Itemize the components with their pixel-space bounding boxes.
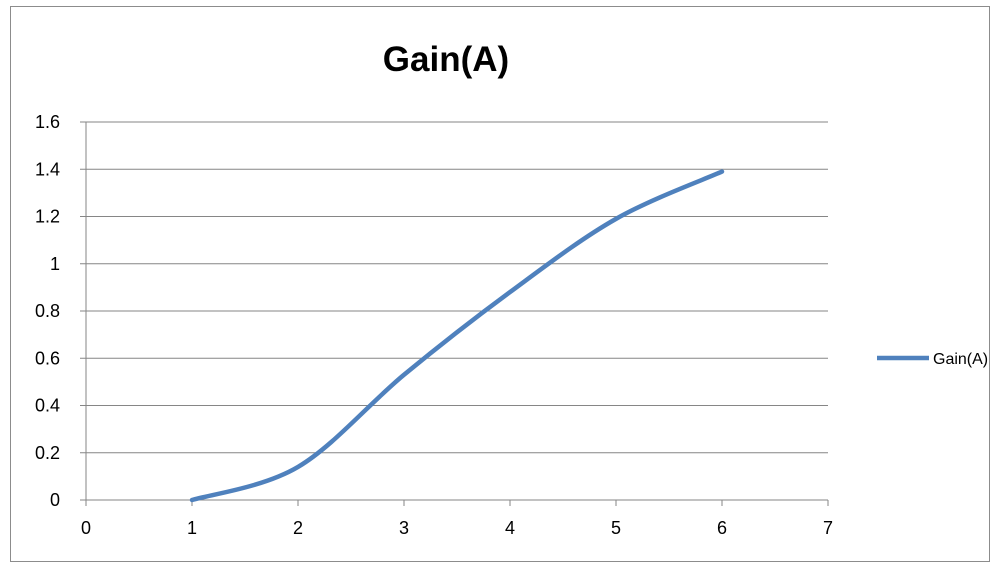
x-tick-label: 6: [717, 518, 727, 538]
chart-title: Gain(A): [383, 40, 509, 79]
y-tick-label: 0.6: [35, 348, 60, 368]
gridlines: [80, 121, 828, 501]
y-tick-label: 0.4: [35, 396, 60, 416]
y-tick-label: 1: [50, 254, 60, 274]
y-tick-label: 1.2: [35, 207, 60, 227]
y-tick-label: 0.2: [35, 443, 60, 463]
y-tick-label: 0: [50, 490, 60, 510]
y-tick-label: 1.6: [35, 112, 60, 132]
legend: Gain(A): [877, 351, 988, 368]
series-lines: [189, 169, 725, 503]
x-tick-label: 2: [293, 518, 303, 538]
axes: [85, 122, 829, 506]
chart-area: Gain(A) 0 0.2 0.4 0.6 0.8 1 1.2 1.4 1.6 0 1 2 3 4 5 6 7…: [10, 6, 990, 562]
y-axis-ticks: 0 0.2 0.4 0.6 0.8 1 1.2 1.4 1.6: [35, 112, 60, 510]
x-tick-label: 3: [399, 518, 409, 538]
x-tick-label: 0: [81, 518, 91, 538]
y-tick-label: 0.8: [35, 301, 60, 321]
x-tick-label: 4: [505, 518, 515, 538]
series-line: [189, 169, 725, 503]
x-tick-label: 7: [823, 518, 833, 538]
y-tick-label: 1.4: [35, 159, 60, 179]
x-axis-ticks: 0 1 2 3 4 5 6 7: [81, 518, 833, 538]
x-tick-label: 1: [187, 518, 197, 538]
legend-label: Gain(A): [933, 351, 988, 368]
x-tick-label: 5: [611, 518, 621, 538]
chart-svg: Gain(A) 0 0.2 0.4 0.6 0.8 1 1.2 1.4 1.6 0 1 2 3 4 5 6 7…: [35, 40, 988, 538]
